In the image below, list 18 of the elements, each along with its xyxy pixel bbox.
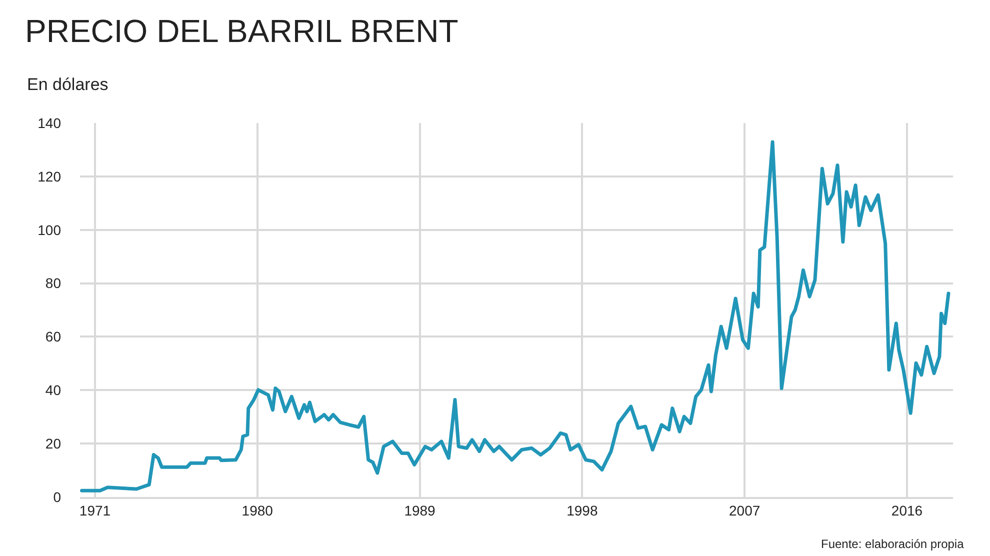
chart-title: PRECIO DEL BARRIL BRENT <box>25 13 458 49</box>
y-tick-label: 140 <box>38 114 62 131</box>
line-series <box>80 140 950 492</box>
x-tick-label: 1971 <box>79 502 111 519</box>
x-tick-label: 1998 <box>566 502 598 519</box>
y-tick-label: 20 <box>45 435 62 452</box>
x-tick-label: 1989 <box>404 502 436 519</box>
y-tick-label: 0 <box>53 488 62 505</box>
y-tick-label: 80 <box>45 275 62 292</box>
x-tick-label: 2016 <box>891 502 923 519</box>
y-tick-label: 40 <box>45 382 62 398</box>
chart-subtitle: En dólares <box>27 75 108 94</box>
x-tick-label: 2007 <box>729 502 760 519</box>
y-tick-label: 60 <box>45 328 62 345</box>
y-tick-label: 100 <box>38 222 62 238</box>
source-note: Fuente: elaboración propia <box>821 537 964 551</box>
x-tick-label: 1980 <box>242 502 274 519</box>
y-tick-label: 120 <box>38 168 62 184</box>
